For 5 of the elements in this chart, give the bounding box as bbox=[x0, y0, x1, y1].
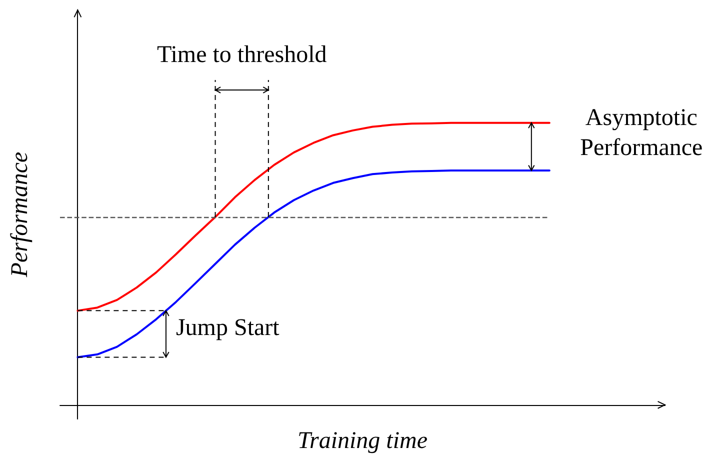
x-axis-title: Training time bbox=[297, 428, 428, 454]
text: Time to threshold bbox=[156, 42, 327, 68]
annotation: Jump Start bbox=[176, 314, 280, 341]
text: Asymptotic Performance bbox=[580, 104, 703, 161]
y-axis-title: Performance bbox=[7, 152, 33, 278]
